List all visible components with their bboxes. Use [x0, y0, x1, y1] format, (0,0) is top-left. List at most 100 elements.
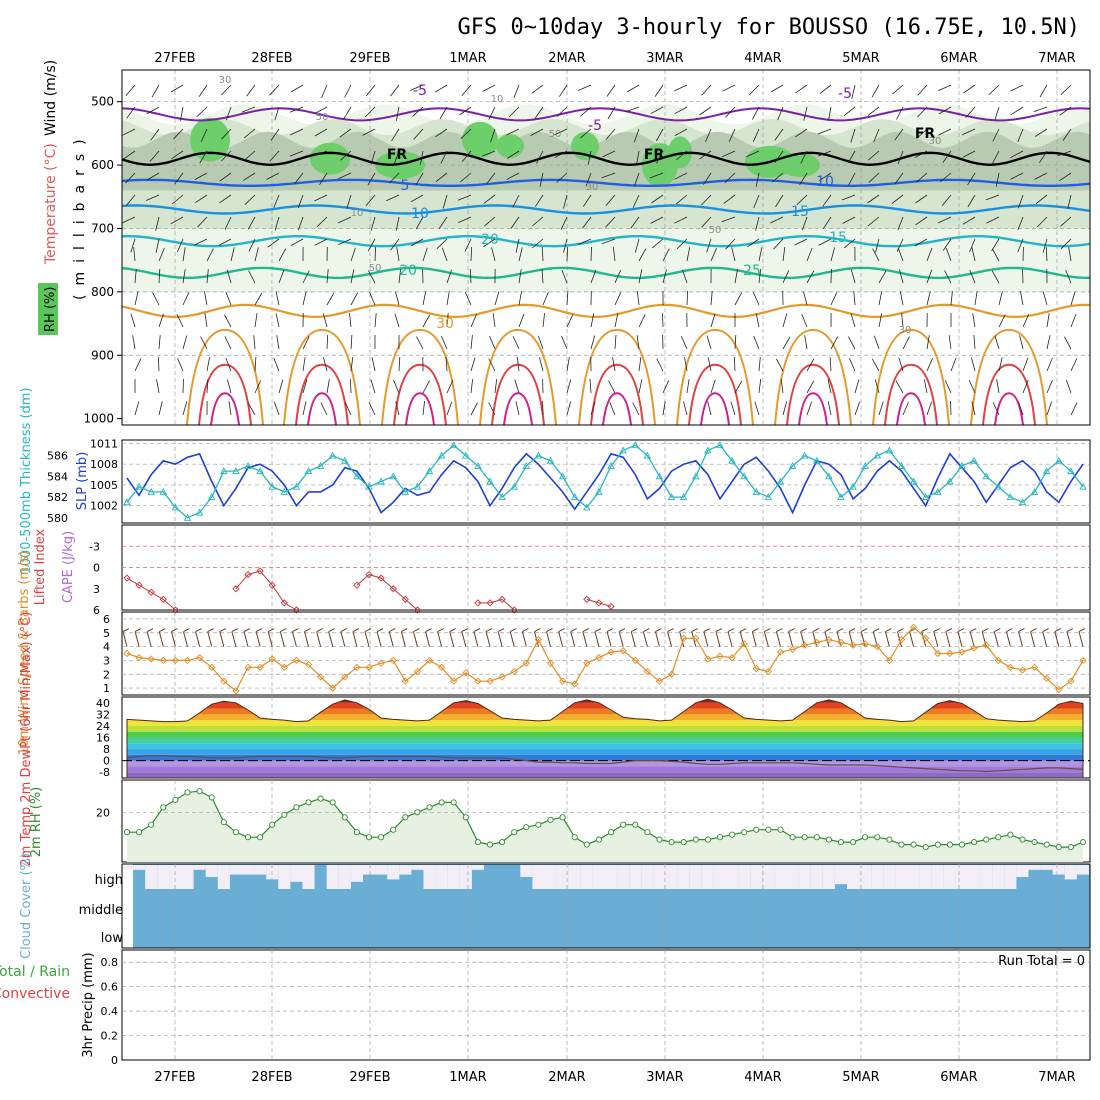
upper-wind-barb	[606, 84, 616, 97]
upper-wind-barb	[725, 106, 736, 118]
temp-contour-label: -5	[588, 118, 602, 134]
temp-arch-magenta	[994, 392, 1024, 426]
cloud-high-gap	[254, 865, 267, 875]
slp-tick-label: 1011	[90, 437, 118, 450]
lifted-index-point	[159, 595, 167, 604]
top-date-label: 4MAR	[744, 51, 781, 66]
wind-barb-flag	[1042, 628, 1049, 633]
upper-wind-barb	[938, 84, 952, 92]
cloud-high-gap	[145, 865, 158, 889]
upper-wind-barb	[415, 216, 424, 230]
thickness-point	[679, 493, 688, 501]
upper-wind-barb	[972, 313, 976, 328]
upper-wind-barb	[151, 84, 160, 98]
upper-wind-barb	[446, 313, 449, 328]
upper-wind-barb	[225, 291, 232, 306]
thickness-point	[595, 487, 603, 495]
upper-wind-barb	[601, 238, 616, 245]
thickness-point	[740, 472, 748, 480]
wind-barb	[558, 631, 564, 647]
thickness-point	[498, 493, 506, 501]
upper-wind-barb	[410, 194, 424, 203]
wind-barb-flag	[848, 628, 856, 633]
upper-wind-barb	[850, 128, 856, 143]
upper-wind-barb	[182, 247, 186, 262]
wind-speed-point	[704, 655, 712, 663]
upper-wind-barb	[590, 246, 592, 262]
wind-barb	[485, 631, 491, 647]
thickness-point	[946, 477, 954, 485]
cape-axis-label: CAPE (J/kg)	[61, 531, 76, 603]
rh-point	[910, 841, 917, 848]
upper-wind-barb	[758, 357, 761, 372]
wind-barb	[836, 631, 842, 647]
rh-contour-label: 50	[316, 112, 329, 123]
upper-wind-barb	[850, 313, 856, 328]
wind-barb	[1066, 631, 1072, 647]
upper-wind-barb	[917, 106, 928, 118]
wind-barb-flag	[534, 628, 541, 633]
rh-moist-blob	[571, 132, 599, 161]
thickness-point	[994, 482, 1003, 490]
upper-wind-barb	[705, 128, 712, 143]
upper-wind-barb	[344, 84, 352, 98]
upper-wind-barb	[753, 335, 760, 350]
upper-wind-barb	[156, 379, 160, 394]
thickness-point	[728, 456, 736, 464]
thickness-tick-label: 580	[47, 512, 68, 525]
wind-speed-point	[788, 645, 797, 653]
wind-tick-label: 6	[103, 613, 110, 626]
upper-wind-barb	[554, 128, 568, 136]
upper-wind-barb	[590, 313, 595, 328]
upper-wind-barb	[369, 291, 376, 306]
thickness-point	[220, 467, 228, 475]
upper-wind-barb	[950, 357, 957, 372]
upper-wind-barb	[494, 379, 498, 394]
upper-wind-barb	[662, 269, 667, 284]
rh-point	[208, 794, 215, 801]
rh-point	[450, 799, 457, 806]
upper-wind-barb	[558, 84, 568, 97]
upper-wind-barb	[1010, 150, 1024, 158]
thickness-point	[837, 493, 845, 501]
upper-wind-barb	[396, 106, 400, 121]
upper-wind-barb	[891, 194, 904, 204]
upper-wind-barb	[367, 172, 376, 186]
upper-wind-barb	[561, 335, 568, 350]
cloud-high-gap	[1052, 865, 1065, 875]
cloud-high-gap	[193, 865, 206, 870]
upper-wind-barb	[290, 128, 304, 136]
wind-barb-flag	[752, 628, 759, 633]
upper-wind-barb	[561, 269, 568, 284]
upper-wind-barb	[994, 106, 1000, 121]
wind-speed-point	[752, 665, 760, 673]
dewpoint-line	[126, 755, 1084, 773]
lifted-index-point	[268, 581, 276, 589]
rh-point	[499, 839, 506, 846]
upper-wind-barb	[146, 106, 160, 115]
cloud-high-gap	[592, 865, 605, 889]
wind-speed-point	[232, 687, 240, 695]
temp-band	[127, 766, 1083, 773]
upper-wind-barb	[518, 247, 523, 262]
upper-wind-barb	[254, 380, 262, 394]
upper-wind-barb	[278, 269, 285, 284]
upper-wind-barb	[926, 291, 931, 306]
upper-wind-barb	[577, 84, 592, 91]
wind-barb	[642, 631, 648, 647]
wind-barb	[231, 631, 237, 647]
upper-wind-barb	[566, 357, 570, 372]
upper-wind-barb	[703, 172, 712, 185]
rh-point	[1079, 839, 1087, 846]
precip-legend-total: Total / Rain	[0, 964, 70, 980]
wind-speed-point	[522, 659, 530, 667]
cloud-high-gap	[459, 865, 472, 889]
upper-wind-barb	[442, 194, 448, 209]
wind-barb-flag	[231, 628, 239, 633]
upper-wind-barb	[1039, 84, 1048, 98]
upper-wind-barb	[926, 269, 933, 284]
wind-barb-flag	[171, 628, 178, 633]
upper-wind-barb	[746, 150, 760, 158]
pressure-axis: 500 600 700 800 900 1000	[83, 95, 122, 426]
